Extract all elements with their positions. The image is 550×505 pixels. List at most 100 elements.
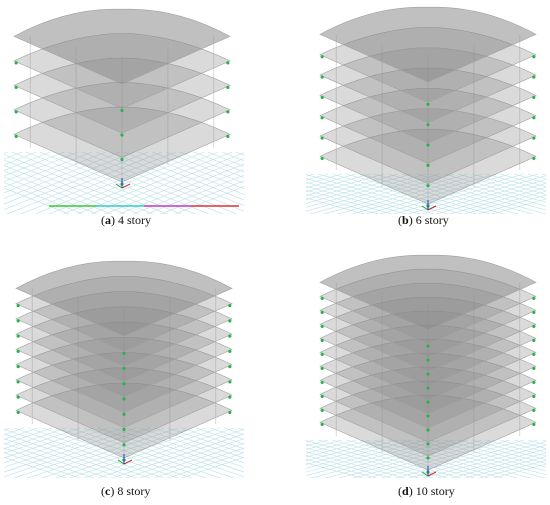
support-marker <box>426 123 430 127</box>
support-marker <box>320 296 324 300</box>
support-marker <box>532 324 536 328</box>
support-marker <box>122 427 126 432</box>
support-marker <box>532 156 536 160</box>
support-marker <box>228 380 232 384</box>
support-marker <box>320 324 324 328</box>
support-marker <box>320 422 324 426</box>
support-marker <box>532 95 536 99</box>
support-marker <box>426 400 430 404</box>
support-marker <box>16 410 20 414</box>
support-marker <box>226 85 230 89</box>
floor-slab <box>15 260 233 337</box>
floor-slab <box>319 366 537 443</box>
panel-a <box>4 4 244 214</box>
support-marker <box>228 349 232 353</box>
support-marker <box>320 380 324 384</box>
support-marker <box>426 428 430 432</box>
support-marker <box>16 395 20 399</box>
floor-slab <box>319 394 537 471</box>
support-marker <box>426 414 430 418</box>
support-marker <box>532 394 536 398</box>
support-marker <box>320 338 324 342</box>
support-marker <box>426 456 430 460</box>
support-marker <box>426 143 430 147</box>
support-marker <box>532 55 536 59</box>
support-marker <box>426 386 430 390</box>
support-marker <box>320 156 324 160</box>
support-marker <box>320 55 324 59</box>
support-marker <box>122 382 126 386</box>
support-marker <box>120 108 124 113</box>
support-marker <box>122 412 126 416</box>
support-marker <box>14 85 18 89</box>
caption-b-text: 6 story <box>415 213 449 227</box>
support-marker <box>426 442 430 446</box>
support-marker <box>320 408 324 412</box>
panel-d <box>306 248 546 478</box>
support-marker <box>120 157 124 162</box>
support-marker <box>120 133 124 137</box>
support-marker <box>320 116 324 120</box>
support-marker <box>320 394 324 398</box>
support-marker <box>228 410 232 414</box>
panel-b <box>306 4 546 214</box>
support-marker <box>426 163 430 167</box>
support-marker <box>426 184 430 188</box>
support-marker <box>14 134 18 138</box>
support-marker <box>228 319 232 323</box>
floor-slab <box>319 254 537 331</box>
floor-slab <box>319 352 537 429</box>
support-marker <box>532 422 536 426</box>
support-marker <box>14 61 18 65</box>
caption-a: (a) 4 story <box>101 213 151 227</box>
support-marker <box>122 366 126 371</box>
support-marker <box>426 372 430 376</box>
support-marker <box>320 95 324 99</box>
caption-d-text: 10 story <box>415 484 455 498</box>
support-marker <box>122 443 126 447</box>
building-model-10-story <box>306 254 546 478</box>
caption-d-letter: d <box>402 484 409 498</box>
support-marker <box>14 110 18 114</box>
support-marker <box>532 296 536 300</box>
ground-grid <box>4 427 244 478</box>
support-marker <box>532 408 536 412</box>
building-model-6-story <box>306 6 546 214</box>
caption-a-letter: a <box>105 213 111 227</box>
support-marker <box>532 352 536 356</box>
floor-slab <box>319 338 537 415</box>
support-marker <box>320 352 324 356</box>
support-marker <box>320 366 324 370</box>
support-marker <box>16 304 20 308</box>
support-marker <box>16 349 20 353</box>
support-marker <box>16 334 20 338</box>
caption-a-text: 4 story <box>118 213 151 227</box>
support-marker <box>320 75 324 79</box>
panel-c <box>4 248 244 478</box>
support-marker <box>16 380 20 384</box>
caption-d: (d) 10 story <box>398 484 455 498</box>
support-marker <box>532 75 536 79</box>
support-marker <box>532 116 536 120</box>
support-marker <box>320 136 324 140</box>
axis-triad-icon <box>421 200 437 211</box>
support-marker <box>426 102 430 106</box>
support-marker <box>226 110 230 114</box>
support-marker <box>228 304 232 308</box>
support-marker <box>320 310 324 314</box>
floor-slab <box>13 8 231 85</box>
axis-triad-icon <box>421 466 437 477</box>
support-marker <box>226 134 230 138</box>
axis-triad-icon <box>117 454 133 465</box>
support-marker <box>532 366 536 370</box>
caption-c: (c) 8 story <box>101 484 151 498</box>
building-model-4-story <box>4 8 244 214</box>
caption-c-letter: c <box>105 484 111 498</box>
caption-b-letter: b <box>402 213 409 227</box>
support-marker <box>122 351 126 355</box>
support-marker <box>532 338 536 342</box>
building-model-8-story <box>4 260 244 478</box>
support-marker <box>228 395 232 399</box>
support-marker <box>122 397 126 401</box>
support-marker <box>228 365 232 369</box>
